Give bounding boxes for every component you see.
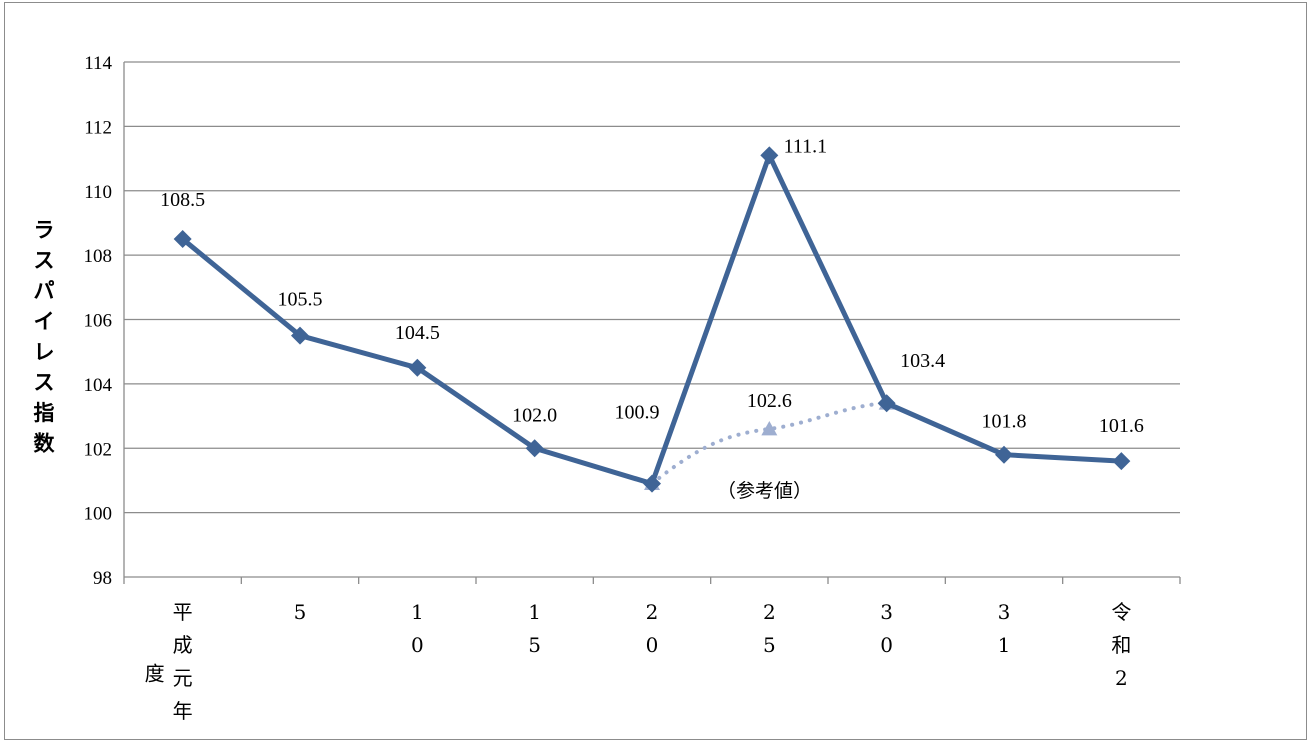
reference-series-line — [650, 401, 889, 486]
x-category-char: 1 — [528, 600, 541, 624]
y-axis-label-char: 数 — [34, 432, 56, 456]
reference-point-marker — [761, 420, 778, 436]
y-axis-label-char: ス — [34, 249, 55, 273]
data-label: 105.5 — [278, 289, 323, 311]
y-tick-label: 114 — [84, 53, 112, 74]
data-point-marker — [995, 445, 1013, 464]
x-category-char: 平 — [173, 600, 193, 624]
x-category-char: 1 — [998, 633, 1011, 657]
data-label: 101.6 — [1099, 415, 1144, 437]
x-category-char: 0 — [646, 633, 659, 657]
y-axis-label-char: 指 — [34, 401, 55, 425]
y-tick-label: 104 — [84, 375, 113, 396]
y-tick-label: 112 — [84, 117, 112, 138]
x-category-char: 2 — [1115, 666, 1128, 690]
y-tick-label: 110 — [84, 182, 112, 203]
x-category-char: 0 — [411, 633, 424, 657]
data-label: 108.5 — [160, 189, 205, 211]
data-label: 100.9 — [615, 402, 660, 424]
x-category-char: 度 — [145, 662, 165, 686]
chart-frame — [4, 2, 1307, 740]
x-category-char: 3 — [880, 600, 893, 624]
x-category-char: 令 — [1111, 600, 1131, 624]
y-tick-labels: 98 100 102 104 106 108 110 112 114 — [84, 53, 113, 589]
gridlines — [124, 61, 1180, 514]
data-point-marker — [408, 358, 427, 377]
axes — [123, 62, 1181, 584]
data-point-marker — [877, 394, 896, 413]
y-axis-label-char: パ — [34, 279, 55, 303]
x-category-char: 5 — [528, 633, 541, 657]
data-label: 103.4 — [900, 350, 945, 372]
y-tick-label: 106 — [84, 311, 113, 332]
x-category-char: 0 — [880, 633, 893, 657]
y-tick-label: 108 — [84, 246, 113, 267]
y-tick-label: 98 — [93, 568, 112, 589]
y-axis-label-char: ス — [34, 371, 55, 395]
y-tick-label: 100 — [84, 504, 113, 525]
y-axis-label-char: レ — [34, 340, 55, 364]
y-tick-label: 102 — [84, 439, 113, 460]
x-category-char: 1 — [411, 600, 424, 624]
x-category-char: 年 — [173, 699, 193, 723]
reference-data-label: 102.6 — [747, 390, 792, 412]
data-label: 111.1 — [784, 135, 828, 157]
y-axis-label-char: ラ — [34, 218, 55, 242]
x-category-char: 3 — [998, 600, 1011, 624]
x-category-char: 5 — [294, 600, 307, 624]
data-point-marker — [291, 326, 309, 345]
data-point-marker — [525, 439, 544, 458]
x-category-char: 2 — [763, 600, 776, 624]
x-category-char: 2 — [646, 600, 659, 624]
y-axis-label-char: イ — [34, 310, 55, 334]
reference-annotation: （参考値） — [717, 480, 812, 502]
data-label: 104.5 — [395, 322, 440, 344]
data-point-marker — [643, 474, 661, 493]
x-category-char: 元 — [173, 666, 193, 690]
x-category-char: 5 — [763, 633, 776, 657]
x-category-char: 和 — [1111, 633, 1131, 657]
data-label: 101.8 — [982, 411, 1027, 433]
x-category-char: 成 — [173, 633, 193, 657]
main-series: 108.5 105.5 104.5 102.0 100.9 111.1 103.4 101.8… — [160, 135, 1144, 493]
data-label: 102.0 — [512, 404, 557, 426]
data-point-marker — [760, 146, 779, 165]
data-point-marker — [173, 230, 192, 249]
data-point-marker — [1112, 452, 1131, 471]
